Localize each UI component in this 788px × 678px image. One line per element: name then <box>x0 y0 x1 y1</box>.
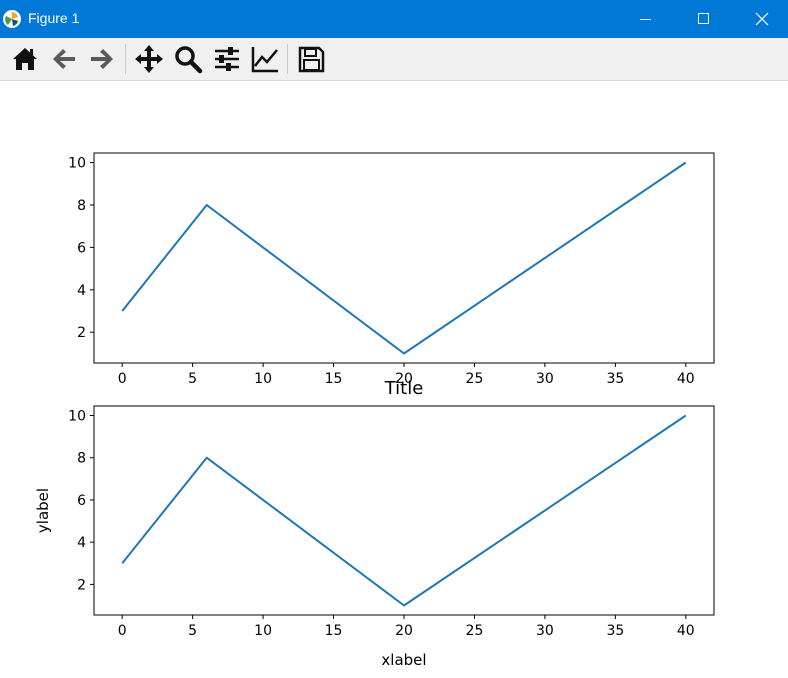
chart-1-y-tick-label: 4 <box>77 283 86 299</box>
navigation-toolbar <box>0 38 788 81</box>
chart-1-x-tick-label: 40 <box>677 371 695 387</box>
floppy-disk-icon <box>298 46 325 73</box>
chart-2-y-axis-label: ylabel <box>34 488 52 533</box>
chart-1-x-tick-label: 15 <box>325 371 343 387</box>
chart-2-plot-area <box>94 406 714 615</box>
toolbar-separator <box>287 44 288 74</box>
chart-2-x-tick-label: 30 <box>536 623 554 639</box>
minimize-icon <box>640 19 651 20</box>
chart-2-x-tick-label: 10 <box>254 623 272 639</box>
chart-2-y-tick-label: 6 <box>77 493 86 509</box>
chart-1-y-tick-label: 2 <box>77 325 86 341</box>
maximize-icon <box>698 13 709 24</box>
configure-subplots-button[interactable] <box>210 42 244 76</box>
chart-2-y-tick-label: 8 <box>77 451 86 467</box>
chart-1-x-tick-label: 20 <box>395 371 413 387</box>
chart-1-axes-frame <box>93 152 715 364</box>
zoom-button[interactable] <box>171 42 205 76</box>
chart-2-x-tick-label: 5 <box>188 623 197 639</box>
home-button[interactable] <box>8 42 42 76</box>
chart-1-y-tick-label: 8 <box>77 198 86 214</box>
minimize-button[interactable] <box>617 0 675 38</box>
chart-2-axes-frame <box>93 405 715 616</box>
chart-1-y-tick-label: 10 <box>68 156 86 172</box>
chart-1-series-line <box>121 161 687 355</box>
chart-2-x-axis-label: xlabel <box>381 651 426 669</box>
matplotlib-logo-icon <box>3 10 21 28</box>
chart-2-x-tick-label: 40 <box>677 623 695 639</box>
pan-button[interactable] <box>132 42 166 76</box>
chart-2-title: Title <box>384 378 424 399</box>
chart-2-x-tick-label: 15 <box>325 623 343 639</box>
window-title: Figure 1 <box>28 10 80 26</box>
move-icon <box>135 45 163 73</box>
edit-axis-button[interactable] <box>248 42 282 76</box>
maximize-button[interactable] <box>675 0 733 38</box>
chart-2-x-tick-label: 20 <box>395 623 413 639</box>
forward-button[interactable] <box>85 42 119 76</box>
chart-1-x-tick-label: 10 <box>254 371 272 387</box>
chart-2-x-tick-label: 25 <box>466 623 484 639</box>
back-button[interactable] <box>47 42 81 76</box>
chart-2-y-tick-label: 4 <box>77 535 86 551</box>
chart-2-y-tick-label: 10 <box>68 409 86 425</box>
close-icon <box>755 12 769 26</box>
chart-2-x-tick-label: 0 <box>118 623 127 639</box>
arrow-left-icon <box>53 49 75 69</box>
magnifier-icon <box>175 46 203 74</box>
chart-1-x-tick-label: 35 <box>606 371 624 387</box>
chart-1-x-tick-label: 0 <box>118 371 127 387</box>
line-chart-icon <box>251 47 278 73</box>
save-button[interactable] <box>294 42 328 76</box>
close-button[interactable] <box>733 0 788 38</box>
title-bar: Figure 1 <box>0 0 788 38</box>
chart-1-x-tick-label: 30 <box>536 371 554 387</box>
chart-2-x-tick-label: 35 <box>606 623 624 639</box>
chart-1-x-tick-label: 5 <box>188 371 197 387</box>
chart-1-y-tick-label: 6 <box>77 240 86 256</box>
figure-canvas[interactable]: 0 5 10 15 20 25 30 35 40 2 4 6 8 10 0 5 10 15 20 25 30 35 40 2 4… <box>0 81 788 678</box>
arrow-right-icon <box>91 49 113 69</box>
toolbar-separator <box>125 44 126 74</box>
chart-1-x-tick-label: 25 <box>466 371 484 387</box>
sliders-icon <box>215 47 239 71</box>
chart-1-plot-area <box>94 153 714 363</box>
chart-2-series-line <box>121 414 687 607</box>
figure-svg: 0 5 10 15 20 25 30 35 40 2 4 6 8 10 0 5 10 15 20 25 30 35 40 2 4… <box>34 152 715 669</box>
chart-2-y-tick-label: 2 <box>77 577 86 593</box>
home-icon <box>13 48 37 70</box>
